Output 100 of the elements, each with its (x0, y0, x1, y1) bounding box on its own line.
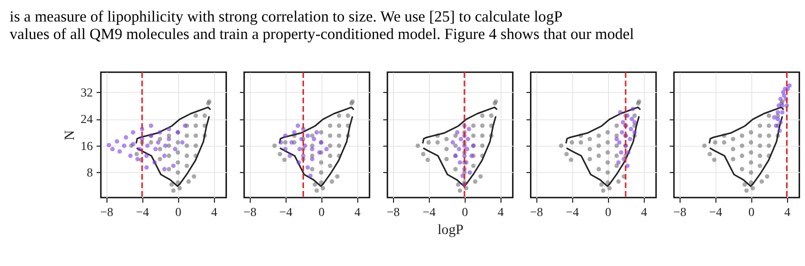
x-tick-label: 4 (211, 204, 218, 219)
point (137, 146, 142, 152)
point (606, 160, 610, 165)
point (607, 186, 612, 190)
point (628, 126, 634, 132)
point (289, 140, 294, 145)
point (568, 158, 574, 162)
point (336, 113, 342, 118)
point (558, 144, 564, 148)
point (471, 123, 476, 128)
x-tick-label: −4 (566, 204, 579, 219)
point (336, 123, 342, 128)
point (328, 154, 332, 158)
point (748, 140, 754, 145)
point (176, 140, 180, 145)
point (614, 136, 619, 142)
x-tick-label: 0 (748, 204, 755, 219)
point (335, 174, 340, 179)
point (760, 179, 764, 184)
point (618, 150, 624, 155)
point (310, 144, 314, 148)
point (278, 152, 282, 156)
point (324, 146, 329, 152)
point (456, 146, 462, 152)
point (750, 186, 755, 190)
point (192, 174, 196, 179)
point (306, 165, 310, 170)
point (712, 140, 718, 145)
point (766, 113, 772, 118)
point (318, 160, 324, 165)
point (310, 166, 314, 172)
y-tick-label: 16 (80, 138, 93, 153)
point (606, 180, 610, 185)
point (614, 154, 619, 158)
point (596, 166, 601, 172)
point (606, 140, 610, 145)
point (186, 179, 191, 184)
point (171, 188, 176, 193)
x-tick-label: −4 (422, 204, 436, 219)
x-tick-label: 0 (462, 204, 468, 219)
point (135, 156, 140, 162)
point (426, 140, 431, 145)
point (166, 126, 172, 132)
point (466, 126, 472, 132)
point (202, 113, 207, 118)
point (328, 134, 332, 138)
point (766, 134, 772, 138)
point (740, 144, 744, 148)
point (194, 134, 198, 138)
point (614, 164, 619, 168)
point (184, 164, 190, 168)
point (130, 130, 136, 135)
text: is a measure of lipophilicity with strong correlation to size. We use [25] to calculate logP (10, 8, 563, 26)
point (632, 130, 637, 135)
point (588, 146, 592, 152)
point (162, 166, 167, 172)
point (306, 134, 310, 138)
point (766, 123, 772, 128)
point (152, 160, 157, 165)
point (297, 146, 302, 152)
x-tick-label: 4 (354, 204, 361, 219)
point (282, 158, 287, 162)
point (578, 140, 584, 145)
point (310, 154, 314, 158)
point (336, 144, 342, 148)
point (606, 170, 610, 175)
point (283, 146, 288, 152)
point (708, 152, 712, 156)
point (158, 156, 162, 162)
point (176, 170, 180, 175)
point (106, 142, 112, 148)
point (272, 144, 277, 148)
point (283, 134, 288, 138)
point (320, 186, 326, 190)
point (134, 152, 139, 156)
point (748, 180, 754, 185)
point (596, 134, 601, 138)
point (292, 130, 296, 135)
x-tick-label: −4 (709, 204, 722, 219)
point (314, 130, 319, 135)
point (296, 123, 300, 128)
point (570, 140, 574, 145)
point (278, 140, 284, 145)
point (172, 146, 178, 152)
point (599, 182, 604, 187)
point (466, 136, 470, 142)
point (166, 166, 172, 172)
point (748, 150, 754, 155)
point (176, 160, 180, 165)
point (453, 144, 458, 148)
point (435, 140, 440, 145)
point (712, 158, 716, 162)
point (776, 116, 780, 122)
point (630, 106, 635, 112)
point (780, 103, 785, 108)
point (618, 110, 622, 115)
point (471, 164, 476, 168)
x-tick-label: 0 (318, 204, 325, 219)
point (588, 136, 592, 142)
point (596, 144, 601, 148)
